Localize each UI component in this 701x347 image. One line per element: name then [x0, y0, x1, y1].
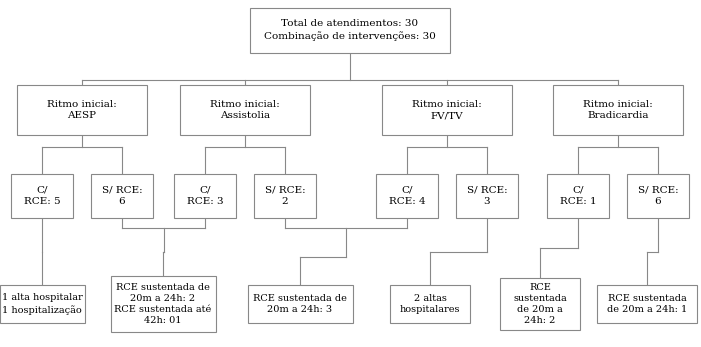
FancyBboxPatch shape [17, 85, 147, 135]
FancyBboxPatch shape [247, 285, 353, 323]
FancyBboxPatch shape [111, 276, 215, 332]
FancyBboxPatch shape [250, 8, 450, 52]
Text: Ritmo inicial:
AESP: Ritmo inicial: AESP [47, 100, 117, 120]
FancyBboxPatch shape [376, 174, 438, 218]
Text: Ritmo inicial:
Bradicardia: Ritmo inicial: Bradicardia [583, 100, 653, 120]
FancyBboxPatch shape [553, 85, 683, 135]
FancyBboxPatch shape [500, 278, 580, 330]
FancyBboxPatch shape [0, 285, 85, 323]
Text: S/ RCE:
3: S/ RCE: 3 [467, 186, 508, 206]
Text: RCE sustentada de
20m a 24h: 2
RCE sustentada até
42h: 01: RCE sustentada de 20m a 24h: 2 RCE suste… [114, 283, 212, 325]
Text: Total de atendimentos: 30
Combinação de intervenções: 30: Total de atendimentos: 30 Combinação de … [264, 19, 436, 41]
Text: 1 alta hospitalar
1 hospitalização: 1 alta hospitalar 1 hospitalização [1, 294, 83, 315]
Text: C/
RCE: 3: C/ RCE: 3 [186, 186, 224, 206]
FancyBboxPatch shape [11, 174, 73, 218]
Text: 2 altas
hospitalares: 2 altas hospitalares [400, 294, 461, 314]
Text: S/ RCE:
6: S/ RCE: 6 [102, 186, 142, 206]
Text: S/ RCE:
2: S/ RCE: 2 [265, 186, 306, 206]
Text: C/
RCE: 5: C/ RCE: 5 [24, 186, 60, 206]
FancyBboxPatch shape [627, 174, 689, 218]
FancyBboxPatch shape [382, 85, 512, 135]
Text: RCE
sustentada
de 20m a
24h: 2: RCE sustentada de 20m a 24h: 2 [513, 283, 567, 325]
FancyBboxPatch shape [254, 174, 316, 218]
FancyBboxPatch shape [547, 174, 609, 218]
Text: Ritmo inicial:
Assistolia: Ritmo inicial: Assistolia [210, 100, 280, 120]
Text: C/
RCE: 4: C/ RCE: 4 [388, 186, 426, 206]
Text: Ritmo inicial:
FV/TV: Ritmo inicial: FV/TV [412, 100, 482, 120]
Text: RCE sustentada de
20m a 24h: 3: RCE sustentada de 20m a 24h: 3 [253, 294, 347, 314]
FancyBboxPatch shape [597, 285, 697, 323]
FancyBboxPatch shape [390, 285, 470, 323]
Text: C/
RCE: 1: C/ RCE: 1 [559, 186, 597, 206]
Text: S/ RCE:
6: S/ RCE: 6 [638, 186, 679, 206]
Text: RCE sustentada
de 20m a 24h: 1: RCE sustentada de 20m a 24h: 1 [607, 294, 687, 314]
FancyBboxPatch shape [91, 174, 153, 218]
FancyBboxPatch shape [180, 85, 310, 135]
FancyBboxPatch shape [456, 174, 518, 218]
FancyBboxPatch shape [174, 174, 236, 218]
